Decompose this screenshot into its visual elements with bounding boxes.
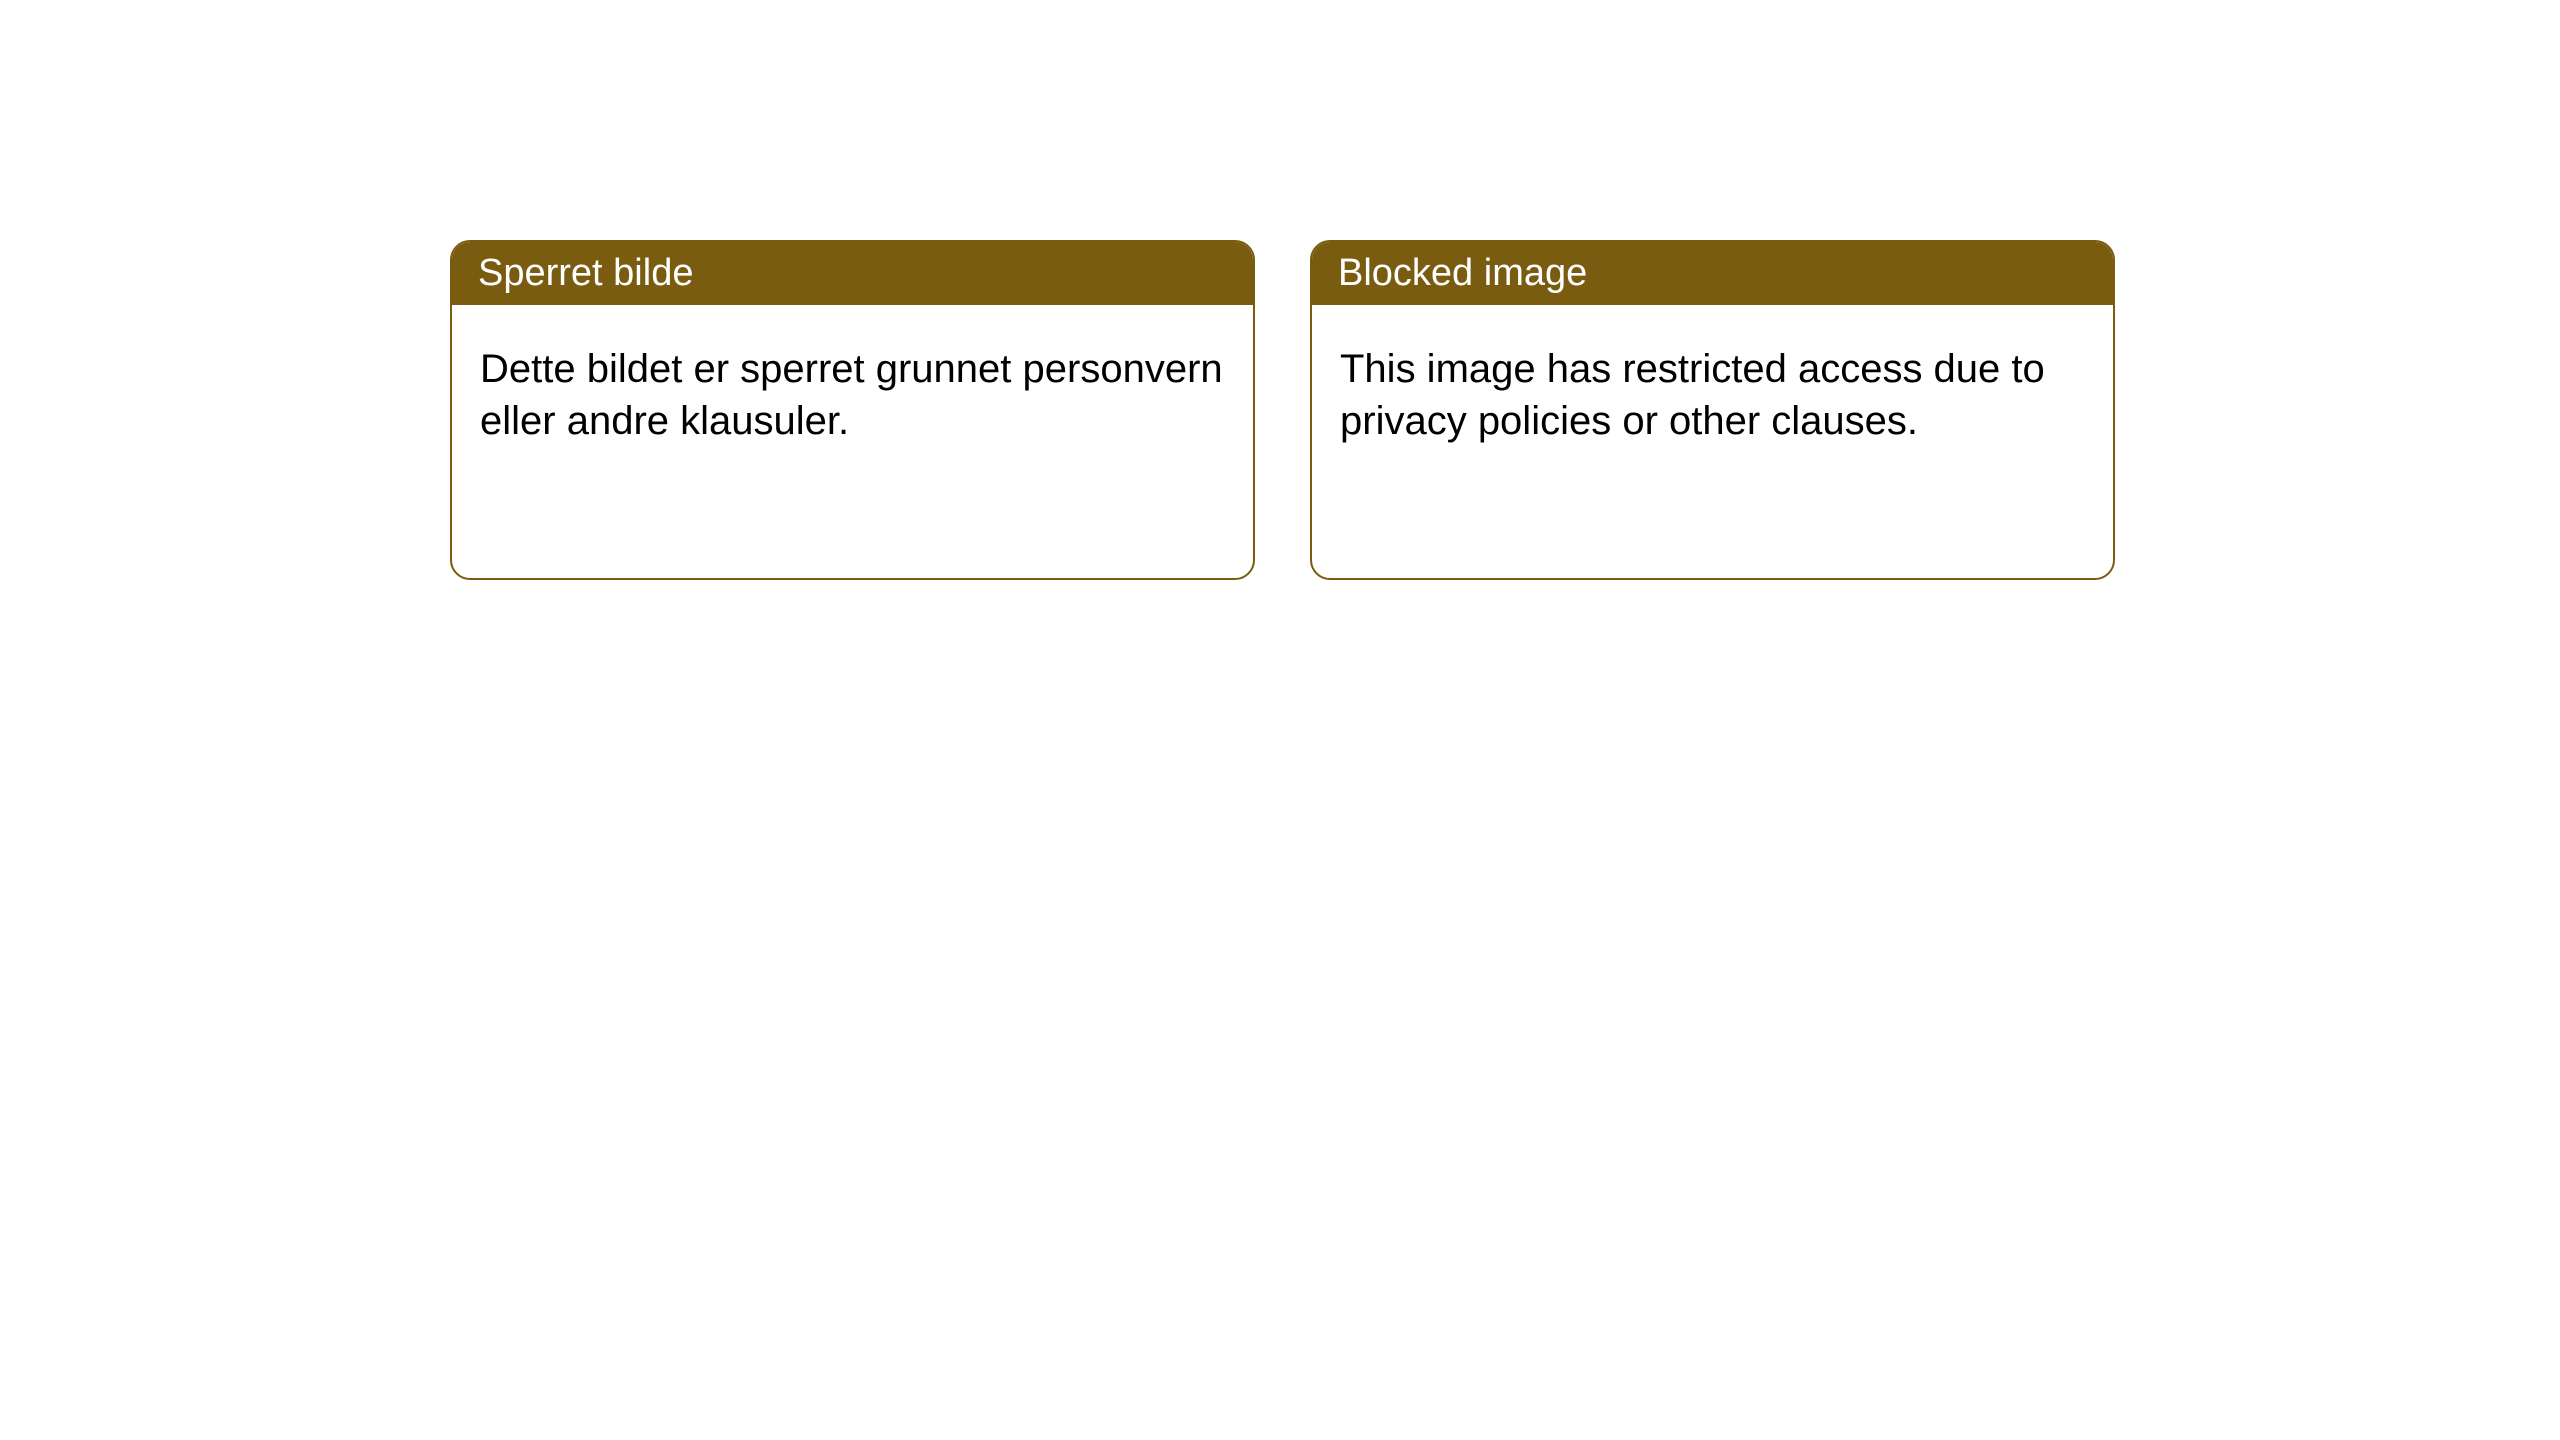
card-title: Sperret bilde: [452, 242, 1253, 305]
card-body-text: This image has restricted access due to …: [1312, 305, 2113, 485]
blocked-image-card-no: Sperret bilde Dette bildet er sperret gr…: [450, 240, 1255, 580]
blocked-image-card-en: Blocked image This image has restricted …: [1310, 240, 2115, 580]
notice-container: Sperret bilde Dette bildet er sperret gr…: [450, 240, 2560, 580]
card-title: Blocked image: [1312, 242, 2113, 305]
card-body-text: Dette bildet er sperret grunnet personve…: [452, 305, 1253, 485]
